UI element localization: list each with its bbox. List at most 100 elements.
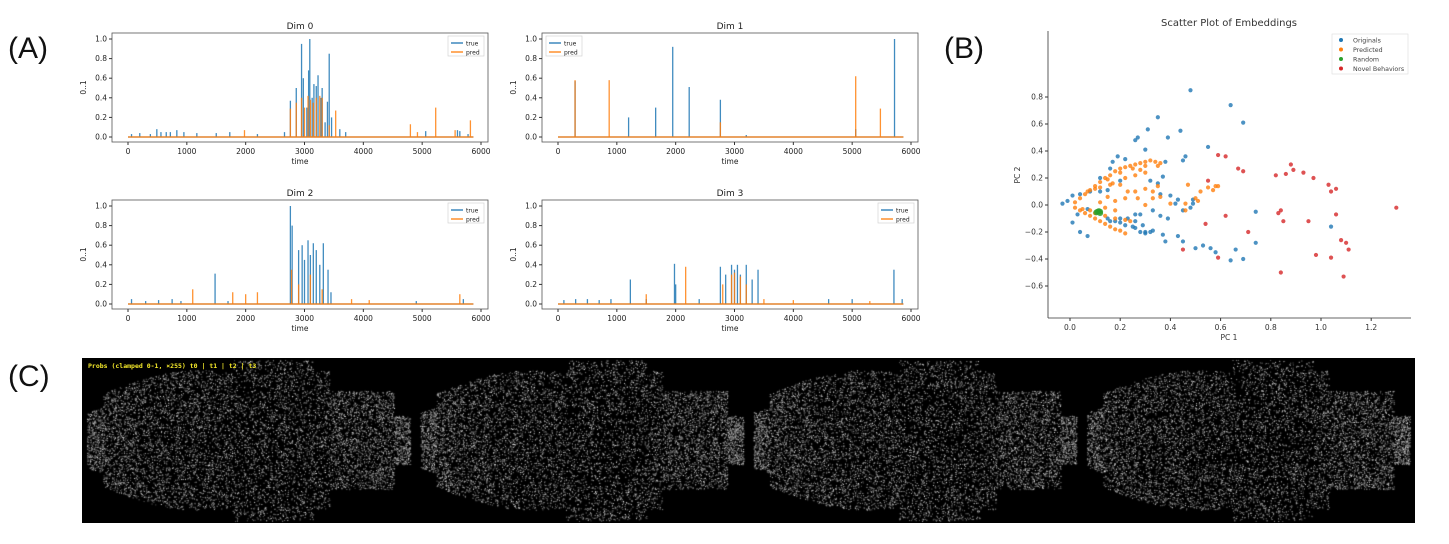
- legend-label-true: true: [466, 41, 479, 48]
- y-tick-label: 0.6: [95, 241, 107, 250]
- point-originals: [1118, 216, 1123, 221]
- brain-frames: [82, 358, 1415, 523]
- chart-title: Dim 1: [717, 22, 744, 32]
- point-predicted: [1158, 161, 1163, 166]
- point-originals: [1108, 219, 1113, 224]
- point-originals: [1213, 250, 1218, 255]
- brain-caption: Probs (clamped 0-1, ×255) t0 | t1 | t2 |…: [88, 362, 257, 370]
- y-tick-label: 1.0: [95, 35, 107, 44]
- point-predicted: [1113, 216, 1118, 221]
- y-tick-label: 0.2: [95, 113, 107, 122]
- point-novel-behaviors: [1333, 212, 1339, 217]
- point-predicted: [1093, 186, 1098, 191]
- legend-label-pred: pred: [466, 50, 480, 57]
- point-novel-behaviors: [1278, 270, 1283, 275]
- y-tick-label: 0.2: [1031, 174, 1043, 183]
- y-tick-label: 0.0: [525, 133, 537, 142]
- point-predicted: [1205, 185, 1211, 190]
- point-predicted: [1077, 196, 1083, 201]
- point-predicted: [1113, 198, 1118, 204]
- point-originals: [1183, 154, 1188, 159]
- point-novel-behaviors: [1223, 213, 1228, 218]
- point-predicted: [1138, 161, 1143, 166]
- x-tick-label: 2000: [666, 314, 685, 323]
- point-originals: [1135, 135, 1140, 140]
- legend-box: [877, 202, 915, 224]
- legend-marker-1: [1339, 47, 1343, 52]
- point-predicted: [1143, 163, 1148, 168]
- point-originals: [1241, 256, 1246, 262]
- point-predicted: [1138, 167, 1143, 172]
- x-tick-label: 0.8: [1265, 323, 1277, 332]
- point-predicted: [1183, 201, 1188, 206]
- legend-label-2: Random: [1353, 56, 1379, 63]
- point-originals: [1060, 201, 1065, 206]
- x-tick-label: 0.4: [1164, 323, 1176, 332]
- panel-label-a: (A): [8, 32, 48, 65]
- y-tick-label: 0.6: [525, 241, 537, 250]
- point-originals: [1173, 201, 1178, 206]
- charts-canvas: Dim 0 0 1000 2000 3000 4000 5000 6000 0.0 0.2 0.4 0…: [79, 18, 1411, 342]
- x-tick-label: 5000: [843, 147, 862, 156]
- point-novel-behaviors: [1311, 175, 1316, 181]
- point-originals: [1228, 103, 1233, 108]
- x-axis-label: time: [722, 157, 739, 166]
- x-tick-label: 4000: [784, 314, 803, 323]
- point-originals: [1138, 212, 1143, 217]
- point-originals: [1133, 212, 1138, 217]
- point-predicted: [1123, 196, 1128, 201]
- x-tick-label: 3000: [725, 314, 744, 323]
- point-novel-behaviors: [1326, 182, 1331, 187]
- point-predicted: [1082, 192, 1088, 197]
- point-novel-behaviors: [1180, 247, 1186, 252]
- legend-label-pred: pred: [564, 50, 578, 57]
- point-novel-behaviors: [1306, 219, 1311, 224]
- y-tick-label: 1.0: [525, 202, 537, 211]
- point-novel-behaviors: [1278, 208, 1283, 213]
- point-predicted: [1143, 159, 1148, 164]
- y-tick-label: 0.0: [95, 133, 107, 142]
- point-originals: [1200, 243, 1206, 248]
- point-predicted: [1155, 163, 1160, 168]
- point-originals: [1165, 216, 1170, 221]
- x-tick-label: 4000: [354, 314, 373, 323]
- point-novel-behaviors: [1328, 255, 1334, 260]
- point-originals: [1077, 192, 1083, 197]
- point-predicted: [1150, 189, 1155, 194]
- point-predicted: [1128, 163, 1133, 168]
- point-predicted: [1105, 177, 1110, 182]
- point-originals: [1148, 178, 1153, 183]
- point-originals: [1175, 197, 1181, 202]
- point-novel-behaviors: [1338, 238, 1344, 243]
- point-novel-behaviors: [1313, 252, 1319, 258]
- chart-title: Dim 2: [287, 189, 314, 199]
- point-predicted: [1143, 170, 1148, 175]
- point-predicted: [1133, 173, 1138, 178]
- point-originals: [1253, 209, 1258, 214]
- point-novel-behaviors: [1283, 171, 1288, 177]
- legend-box: [447, 35, 485, 57]
- point-predicted: [1108, 173, 1113, 178]
- x-tick-label: 2000: [236, 314, 255, 323]
- point-novel-behaviors: [1346, 247, 1351, 252]
- x-tick-label: 0: [126, 147, 131, 156]
- point-originals: [1075, 212, 1080, 217]
- x-tick-label: 3000: [295, 147, 314, 156]
- point-predicted: [1103, 205, 1108, 210]
- point-novel-behaviors: [1223, 154, 1228, 159]
- point-originals: [1175, 233, 1181, 239]
- line-chart-1: Dim 1 0 1000 2000 3000 4000 5000 6000 0.0 0.2 0.4 0…: [509, 22, 921, 166]
- legend-label-1: Predicted: [1353, 47, 1383, 54]
- point-predicted: [1118, 166, 1123, 171]
- legend-marker-0: [1339, 38, 1343, 42]
- point-predicted: [1143, 202, 1148, 208]
- point-predicted: [1155, 184, 1160, 189]
- point-predicted: [1098, 219, 1103, 224]
- legend-label-0: Originals: [1353, 37, 1381, 44]
- y-axis-label: 0..1: [509, 80, 518, 95]
- point-originals: [1110, 159, 1115, 164]
- brain-activity-image: Probs (clamped 0-1, ×255) t0 | t1 | t2 |…: [82, 358, 1415, 523]
- point-predicted: [1118, 170, 1123, 175]
- point-predicted: [1148, 158, 1153, 163]
- y-tick-label: 0.6: [1031, 120, 1043, 129]
